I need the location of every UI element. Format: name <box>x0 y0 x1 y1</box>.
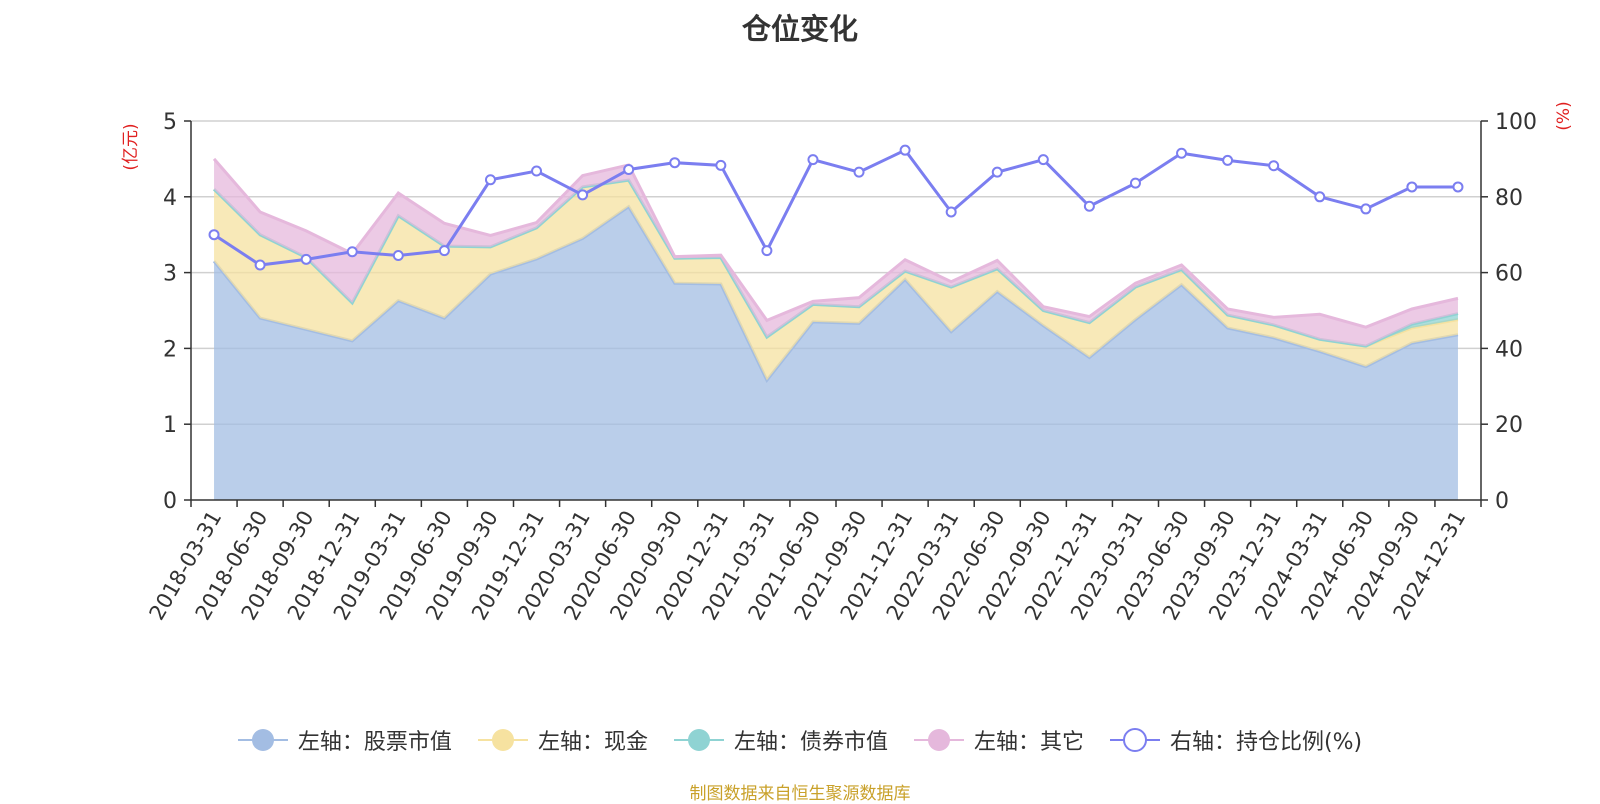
legend-label: 左轴：其它 <box>973 730 1084 755</box>
left-axis-unit: (亿元) <box>121 123 141 170</box>
legend-item[interactable]: 左轴：现金 <box>477 724 648 756</box>
line-point <box>1314 191 1326 203</box>
stacked-areas <box>212 157 1459 501</box>
legend-label: 左轴：债券市值 <box>733 730 888 755</box>
left-axis-tick-label: 3 <box>163 262 177 287</box>
line-point <box>438 245 450 257</box>
legend-symbol-icon <box>237 729 288 751</box>
left-axis-tick-label: 1 <box>163 413 177 438</box>
line-point <box>715 159 727 171</box>
line-point <box>484 174 496 186</box>
right-axis-tick-label: 20 <box>1495 413 1523 438</box>
left-axis-tick-label: 2 <box>163 337 177 362</box>
chart-title: 仓位变化 <box>741 12 858 46</box>
legend-item[interactable]: 左轴：股票市值 <box>237 724 452 756</box>
legend-symbol-icon <box>477 729 528 751</box>
right-axis-tick-label: 60 <box>1495 262 1523 287</box>
line-point <box>1129 177 1141 189</box>
right-axis-tick-label: 100 <box>1495 110 1537 135</box>
left-axis-tick-label: 0 <box>163 489 177 514</box>
line-point <box>1083 200 1095 212</box>
data-source-note: 制图数据来自恒生聚源数据库 <box>689 784 911 804</box>
line-point <box>392 250 404 262</box>
legend-item[interactable]: 左轴：其它 <box>913 724 1084 756</box>
right-axis-tick-label: 80 <box>1495 186 1523 211</box>
line-point <box>300 253 312 265</box>
legend-item[interactable]: 右轴：持仓比例(%) <box>1109 724 1363 756</box>
legend-symbol-icon <box>913 729 964 751</box>
line-point <box>623 164 635 176</box>
line-point <box>1452 181 1464 193</box>
area-左轴：现金 <box>214 180 1458 381</box>
right-axis-tick-label: 0 <box>1495 489 1509 514</box>
legend-label: 左轴：股票市值 <box>297 730 452 755</box>
line-point <box>1406 181 1418 193</box>
legend-label: 左轴：现金 <box>537 730 648 755</box>
line-series <box>213 148 1458 267</box>
legend-label: 右轴：持仓比例(%) <box>1169 730 1363 755</box>
area-左轴：股票市值 <box>214 206 1458 501</box>
line-point <box>807 154 819 166</box>
right-axis-tick-label: 40 <box>1495 337 1523 362</box>
line-point <box>991 166 1003 178</box>
line-point <box>761 245 773 257</box>
left-axis-tick-label: 5 <box>163 110 177 135</box>
line-point <box>208 229 220 241</box>
line-point <box>945 206 957 218</box>
area-line-左轴：其它 <box>212 157 1459 329</box>
right-axis-unit: (%) <box>1554 101 1574 130</box>
line-point <box>1176 147 1188 159</box>
left-axis-tick-label: 4 <box>163 186 177 211</box>
line-point <box>577 189 589 201</box>
legend-symbol-icon <box>1109 728 1160 752</box>
line-point <box>853 166 865 178</box>
legend-item[interactable]: 左轴：债券市值 <box>673 724 888 756</box>
legend-symbol-icon <box>673 729 724 751</box>
line-point <box>1037 154 1049 166</box>
line-point <box>899 144 911 156</box>
line-point <box>1360 203 1372 215</box>
line-point <box>254 259 266 271</box>
line-point <box>669 157 681 169</box>
line-point <box>1268 160 1280 172</box>
chart-legend: 左轴：股票市值 左轴：现金 左轴：债券市值 左轴：其它 右轴：持仓比例(%) <box>0 724 1600 756</box>
line-point <box>346 246 358 258</box>
area-左轴：其它 <box>214 158 1458 347</box>
line-point <box>531 165 543 177</box>
line-point <box>1222 154 1234 166</box>
